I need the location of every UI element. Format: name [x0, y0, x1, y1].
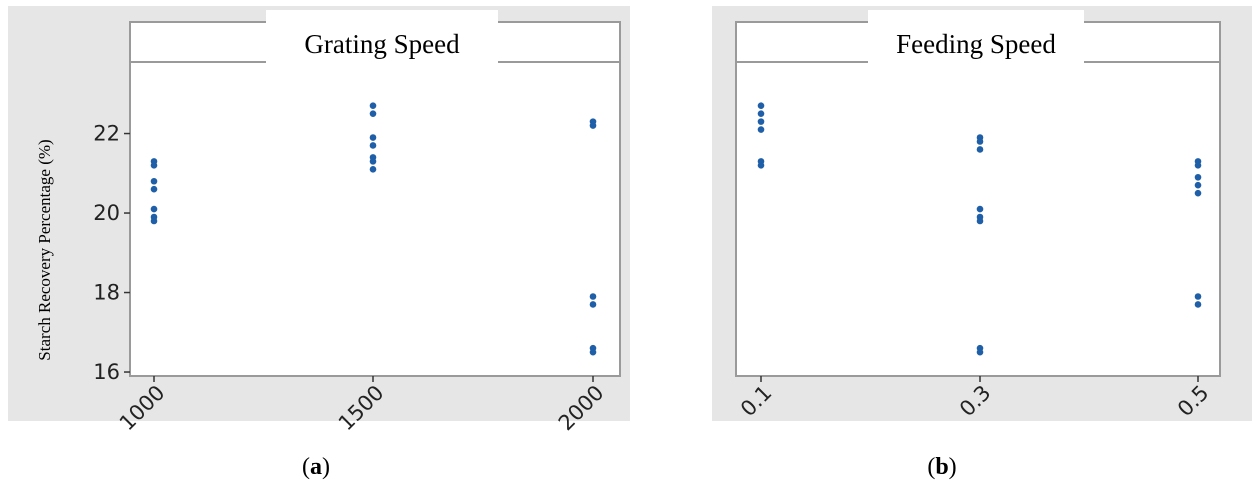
panel-b-points	[757, 102, 1202, 356]
panel-a-data-point	[369, 158, 377, 165]
panel-b-data-point	[1194, 189, 1202, 197]
panel-b-data-point	[1194, 181, 1202, 189]
panel-a-data-point	[369, 110, 377, 117]
panel-a-data-point	[150, 185, 158, 193]
panel-b-data-point	[1194, 162, 1202, 169]
panel-a-data-point	[369, 142, 377, 149]
panel-a-plot-area	[129, 61, 621, 377]
panel-a-points	[150, 102, 597, 356]
panel-a-y-ticks: 16 18 20 22	[93, 122, 130, 384]
panel-b: Feeding Speed 0.1 0.3 0.5	[712, 6, 1252, 421]
panel-b-title: Feeding Speed	[896, 29, 1056, 59]
panel-b-data-point	[976, 217, 984, 225]
panel-a-sublabel-letter: a	[310, 454, 322, 480]
panel-a-data-point	[150, 177, 158, 185]
panel-a-data-point	[369, 134, 377, 141]
panel-b-data-point	[1194, 173, 1202, 181]
panel-a-data-point	[589, 122, 597, 129]
panel-a-data-point	[369, 102, 377, 110]
panel-b-data-point	[757, 110, 765, 117]
panel-a-data-point	[589, 348, 597, 356]
panel-a-title: Grating Speed	[304, 29, 460, 59]
panel-a: Grating Speed Starch Recovery Percentage…	[8, 6, 630, 435]
panel-b-data-point	[757, 118, 765, 125]
panel-b-data-point	[976, 348, 984, 356]
panel-a-y-tick-label: 20	[93, 201, 120, 225]
panel-a-y-axis-label: Starch Recovery Percentage (%)	[35, 139, 54, 360]
panel-b-title-mask	[868, 10, 1084, 74]
panel-a-y-tick-label: 16	[93, 360, 120, 384]
panel-a-data-point	[589, 293, 597, 300]
panel-b-sublabel-letter: b	[935, 454, 948, 480]
panel-b-data-point	[1194, 301, 1202, 308]
panel-a-sublabel: (a)	[302, 454, 330, 480]
panel-b-data-point	[757, 162, 765, 169]
panel-b-sublabel: (b)	[927, 454, 956, 480]
panel-a-data-point	[150, 162, 158, 169]
panel-a-data-point	[369, 166, 377, 173]
panel-a-y-tick-label: 22	[93, 122, 120, 146]
panel-a-data-point	[150, 217, 158, 225]
panel-b-data-point	[757, 126, 765, 133]
panel-b-data-point	[1194, 293, 1202, 300]
panel-a-sublabel-text: (a)	[302, 454, 330, 480]
panel-b-data-point	[976, 205, 984, 213]
panel-b-sublabel-text: (b)	[927, 454, 956, 480]
panel-a-data-point	[150, 205, 158, 213]
panel-b-data-point	[976, 146, 984, 153]
panel-b-data-point	[757, 102, 765, 110]
panel-a-title-mask	[266, 10, 498, 74]
panel-a-data-point	[589, 301, 597, 308]
panel-b-data-point	[976, 138, 984, 145]
panel-a-y-tick-label: 18	[93, 281, 120, 305]
